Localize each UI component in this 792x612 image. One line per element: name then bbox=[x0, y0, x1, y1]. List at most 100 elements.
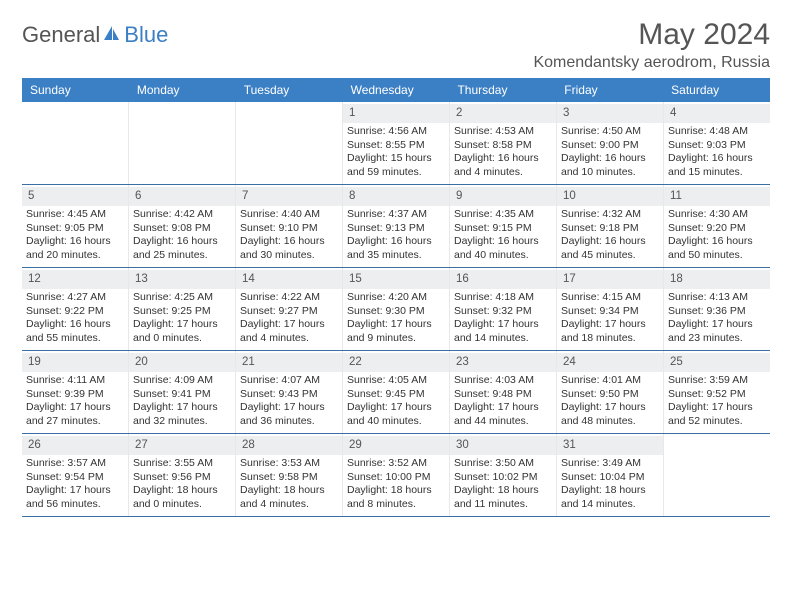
day-cell: 31 Sunrise: 3:49 AMSunset: 10:04 PMDaylig… bbox=[557, 434, 664, 516]
daylight-text: Daylight: 16 hours and 20 minutes. bbox=[26, 235, 124, 262]
daylight-text: Daylight: 17 hours and 14 minutes. bbox=[454, 318, 552, 345]
day-number: 31 bbox=[557, 436, 663, 455]
week-row: 26Sunrise: 3:57 AMSunset: 9:54 PMDayligh… bbox=[22, 434, 770, 517]
sunset-text: Sunset: 9:50 PM bbox=[561, 388, 659, 402]
daylight-text: Daylight: 16 hours and 35 minutes. bbox=[347, 235, 445, 262]
sunset-text: Sunset: 10:02 PM bbox=[454, 471, 552, 485]
sunset-text: Sunset: 9:52 PM bbox=[668, 388, 766, 402]
sunrise-text: Sunrise: 3:49 AM bbox=[561, 457, 659, 471]
day-number: 12 bbox=[22, 270, 128, 289]
day-cell: 30Sunrise: 3:50 AMSunset: 10:02 PMDaylig… bbox=[450, 434, 557, 516]
daylight-text: Daylight: 16 hours and 4 minutes. bbox=[454, 152, 552, 179]
day-cell: 4Sunrise: 4:48 AMSunset: 9:03 PMDaylight… bbox=[664, 102, 770, 184]
weekday-header: Wednesday bbox=[343, 78, 450, 102]
daylight-text: Daylight: 16 hours and 50 minutes. bbox=[668, 235, 766, 262]
sunrise-text: Sunrise: 3:50 AM bbox=[454, 457, 552, 471]
day-cell: 2Sunrise: 4:53 AMSunset: 8:58 PMDaylight… bbox=[450, 102, 557, 184]
daylight-text: Daylight: 16 hours and 25 minutes. bbox=[133, 235, 231, 262]
sunset-text: Sunset: 9:36 PM bbox=[668, 305, 766, 319]
sunset-text: Sunset: 9:13 PM bbox=[347, 222, 445, 236]
sunrise-text: Sunrise: 4:11 AM bbox=[26, 374, 124, 388]
daylight-text: Daylight: 18 hours and 14 minutes. bbox=[561, 484, 659, 511]
sunset-text: Sunset: 9:05 PM bbox=[26, 222, 124, 236]
day-cell: 13Sunrise: 4:25 AMSunset: 9:25 PMDayligh… bbox=[129, 268, 236, 350]
weekday-header: Sunday bbox=[22, 78, 129, 102]
sunset-text: Sunset: 9:20 PM bbox=[668, 222, 766, 236]
daylight-text: Daylight: 16 hours and 10 minutes. bbox=[561, 152, 659, 179]
sunset-text: Sunset: 9:54 PM bbox=[26, 471, 124, 485]
weekday-header: Tuesday bbox=[236, 78, 343, 102]
daylight-text: Daylight: 18 hours and 4 minutes. bbox=[240, 484, 338, 511]
day-cell: 17Sunrise: 4:15 AMSunset: 9:34 PMDayligh… bbox=[557, 268, 664, 350]
sunrise-text: Sunrise: 4:07 AM bbox=[240, 374, 338, 388]
day-cell: 24Sunrise: 4:01 AMSunset: 9:50 PMDayligh… bbox=[557, 351, 664, 433]
sunset-text: Sunset: 9:03 PM bbox=[668, 139, 766, 153]
sunrise-text: Sunrise: 3:52 AM bbox=[347, 457, 445, 471]
sunrise-text: Sunrise: 3:57 AM bbox=[26, 457, 124, 471]
sunset-text: Sunset: 9:43 PM bbox=[240, 388, 338, 402]
sunrise-text: Sunrise: 4:35 AM bbox=[454, 208, 552, 222]
day-cell: 14Sunrise: 4:22 AMSunset: 9:27 PMDayligh… bbox=[236, 268, 343, 350]
sunrise-text: Sunrise: 4:09 AM bbox=[133, 374, 231, 388]
day-number: 3 bbox=[557, 104, 663, 123]
sunrise-text: Sunrise: 3:53 AM bbox=[240, 457, 338, 471]
sunrise-text: Sunrise: 4:27 AM bbox=[26, 291, 124, 305]
weekday-header: Saturday bbox=[663, 78, 770, 102]
daylight-text: Daylight: 16 hours and 30 minutes. bbox=[240, 235, 338, 262]
daylight-text: Daylight: 17 hours and 48 minutes. bbox=[561, 401, 659, 428]
day-number: 28 bbox=[236, 436, 342, 455]
day-number: 2 bbox=[450, 104, 556, 123]
daylight-text: Daylight: 17 hours and 0 minutes. bbox=[133, 318, 231, 345]
sunset-text: Sunset: 10:04 PM bbox=[561, 471, 659, 485]
sunset-text: Sunset: 9:22 PM bbox=[26, 305, 124, 319]
weekday-header: Thursday bbox=[449, 78, 556, 102]
day-cell: 18Sunrise: 4:13 AMSunset: 9:36 PMDayligh… bbox=[664, 268, 770, 350]
sunset-text: Sunset: 9:10 PM bbox=[240, 222, 338, 236]
sunrise-text: Sunrise: 4:45 AM bbox=[26, 208, 124, 222]
day-cell: 23Sunrise: 4:03 AMSunset: 9:48 PMDayligh… bbox=[450, 351, 557, 433]
day-number: 20 bbox=[129, 353, 235, 372]
day-number: 19 bbox=[22, 353, 128, 372]
daylight-text: Daylight: 17 hours and 56 minutes. bbox=[26, 484, 124, 511]
day-cell: 1Sunrise: 4:56 AMSunset: 8:55 PMDaylight… bbox=[343, 102, 450, 184]
sunrise-text: Sunrise: 4:42 AM bbox=[133, 208, 231, 222]
daylight-text: Daylight: 17 hours and 44 minutes. bbox=[454, 401, 552, 428]
day-cell: 16Sunrise: 4:18 AMSunset: 9:32 PMDayligh… bbox=[450, 268, 557, 350]
sunrise-text: Sunrise: 4:30 AM bbox=[668, 208, 766, 222]
day-number: 18 bbox=[664, 270, 770, 289]
sunset-text: Sunset: 9:32 PM bbox=[454, 305, 552, 319]
day-cell: 7Sunrise: 4:40 AMSunset: 9:10 PMDaylight… bbox=[236, 185, 343, 267]
day-number: 25 bbox=[664, 353, 770, 372]
daylight-text: Daylight: 16 hours and 45 minutes. bbox=[561, 235, 659, 262]
day-number: 22 bbox=[343, 353, 449, 372]
sunset-text: Sunset: 9:56 PM bbox=[133, 471, 231, 485]
day-number: 11 bbox=[664, 187, 770, 206]
header: General Blue May 2024 bbox=[22, 18, 770, 52]
week-row: 1Sunrise: 4:56 AMSunset: 8:55 PMDaylight… bbox=[22, 102, 770, 185]
sunset-text: Sunset: 10:00 PM bbox=[347, 471, 445, 485]
sunrise-text: Sunrise: 4:48 AM bbox=[668, 125, 766, 139]
day-number: 30 bbox=[450, 436, 556, 455]
sunrise-text: Sunrise: 3:59 AM bbox=[668, 374, 766, 388]
sunset-text: Sunset: 9:58 PM bbox=[240, 471, 338, 485]
day-number: 4 bbox=[664, 104, 770, 123]
sunset-text: Sunset: 9:48 PM bbox=[454, 388, 552, 402]
sunrise-text: Sunrise: 4:01 AM bbox=[561, 374, 659, 388]
day-cell bbox=[22, 102, 129, 184]
sunrise-text: Sunrise: 4:32 AM bbox=[561, 208, 659, 222]
sunset-text: Sunset: 9:34 PM bbox=[561, 305, 659, 319]
day-cell: 19Sunrise: 4:11 AMSunset: 9:39 PMDayligh… bbox=[22, 351, 129, 433]
day-cell: 21Sunrise: 4:07 AMSunset: 9:43 PMDayligh… bbox=[236, 351, 343, 433]
sunset-text: Sunset: 9:27 PM bbox=[240, 305, 338, 319]
daylight-text: Daylight: 17 hours and 23 minutes. bbox=[668, 318, 766, 345]
sunrise-text: Sunrise: 4:05 AM bbox=[347, 374, 445, 388]
daylight-text: Daylight: 18 hours and 8 minutes. bbox=[347, 484, 445, 511]
page-title: May 2024 bbox=[638, 18, 770, 52]
day-number: 5 bbox=[22, 187, 128, 206]
day-number: 15 bbox=[343, 270, 449, 289]
day-cell: 10Sunrise: 4:32 AMSunset: 9:18 PMDayligh… bbox=[557, 185, 664, 267]
day-cell: 29Sunrise: 3:52 AMSunset: 10:00 PMDaylig… bbox=[343, 434, 450, 516]
day-cell: 3Sunrise: 4:50 AMSunset: 9:00 PMDaylight… bbox=[557, 102, 664, 184]
daylight-text: Daylight: 17 hours and 4 minutes. bbox=[240, 318, 338, 345]
daylight-text: Daylight: 15 hours and 59 minutes. bbox=[347, 152, 445, 179]
